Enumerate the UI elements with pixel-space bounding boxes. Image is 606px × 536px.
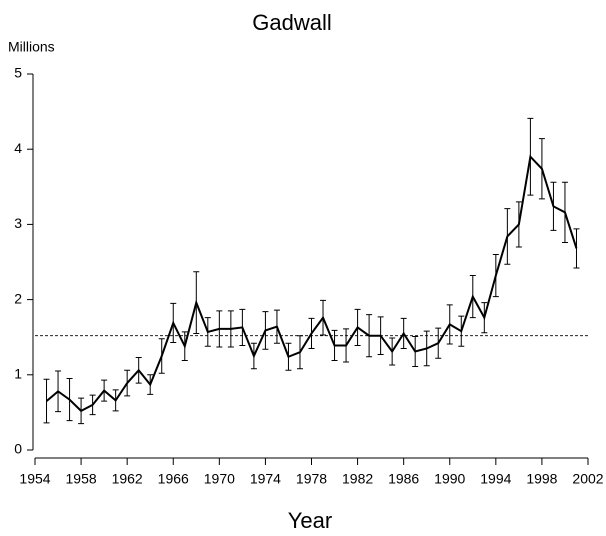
x-tick-label: 1970 bbox=[204, 471, 235, 487]
chart-title: Gadwall bbox=[252, 10, 331, 35]
x-tick-label: 1978 bbox=[296, 471, 327, 487]
y-tick-label: 5 bbox=[14, 65, 22, 81]
x-tick-label: 1954 bbox=[19, 471, 50, 487]
x-tick-label: 2002 bbox=[572, 471, 603, 487]
x-tick-label: 1974 bbox=[250, 471, 281, 487]
x-tick-label: 1994 bbox=[480, 471, 511, 487]
x-axis-label: Year bbox=[288, 508, 332, 533]
y-tick-label: 1 bbox=[14, 366, 22, 382]
x-tick-label: 1990 bbox=[434, 471, 465, 487]
x-tick-label: 1986 bbox=[388, 471, 419, 487]
y-tick-label: 3 bbox=[14, 215, 22, 231]
x-tick-label: 1962 bbox=[112, 471, 143, 487]
y-axis-label: Millions bbox=[8, 39, 55, 55]
y-tick-label: 4 bbox=[14, 140, 22, 156]
y-tick-label: 2 bbox=[14, 290, 22, 306]
data-line bbox=[45, 154, 578, 413]
error-bar bbox=[43, 378, 50, 424]
x-tick-label: 1998 bbox=[526, 471, 557, 487]
x-tick-label: 1958 bbox=[66, 471, 97, 487]
y-tick-label: 0 bbox=[14, 441, 22, 457]
x-tick-label: 1966 bbox=[158, 471, 189, 487]
x-tick-label: 1982 bbox=[342, 471, 373, 487]
